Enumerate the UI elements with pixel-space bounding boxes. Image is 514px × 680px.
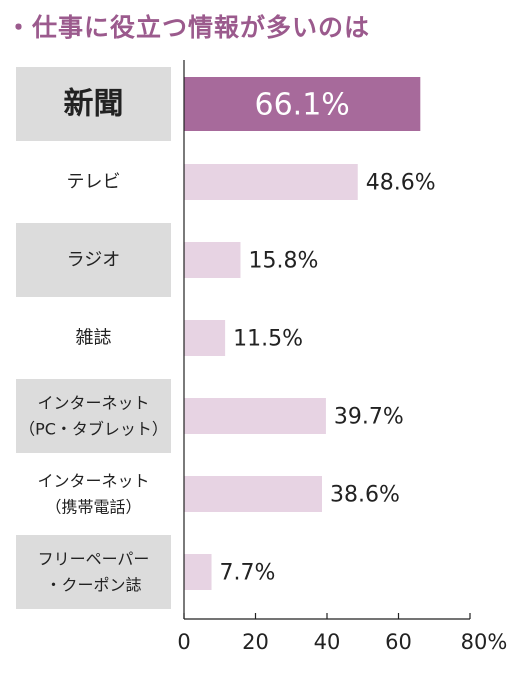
bar: [184, 554, 212, 590]
category-label: ・クーポン誌: [45, 576, 141, 595]
category-label: インターネット: [37, 394, 149, 413]
bar: [184, 398, 326, 434]
data-label: 38.6%: [330, 483, 400, 508]
category-label: ラジオ: [67, 250, 121, 271]
data-label: 7.7%: [220, 561, 276, 586]
category-label: 雑誌: [76, 328, 112, 349]
x-tick-label: 0: [177, 630, 190, 654]
bar: [184, 476, 322, 512]
x-tick-label: 20: [242, 630, 269, 654]
data-label: 48.6%: [366, 171, 436, 196]
category-label: 新聞: [64, 87, 124, 122]
data-label: 11.5%: [233, 327, 303, 352]
x-tick-label: 80%: [461, 630, 508, 654]
category-label: （PC・タブレット）: [19, 420, 168, 439]
category-box: [16, 379, 171, 453]
category-box: [16, 67, 171, 141]
data-label: 39.7%: [334, 405, 404, 430]
data-label: 15.8%: [248, 249, 318, 274]
x-tick-label: 60: [385, 630, 412, 654]
category-label: （携帯電話）: [45, 498, 141, 517]
bar: [184, 320, 226, 356]
bar: [184, 77, 421, 131]
chart-title: ・仕事に役立つ情報が多いのは: [6, 13, 371, 42]
category-box: [16, 535, 171, 609]
category-label: フリーペーパー: [38, 550, 150, 569]
x-tick-label: 40: [314, 630, 341, 654]
category-label: インターネット: [37, 472, 149, 491]
category-box: [16, 223, 171, 297]
bar: [184, 164, 358, 200]
category-label: テレビ: [67, 172, 121, 193]
data-label: 66.1%: [254, 88, 349, 123]
bar: [184, 242, 241, 278]
